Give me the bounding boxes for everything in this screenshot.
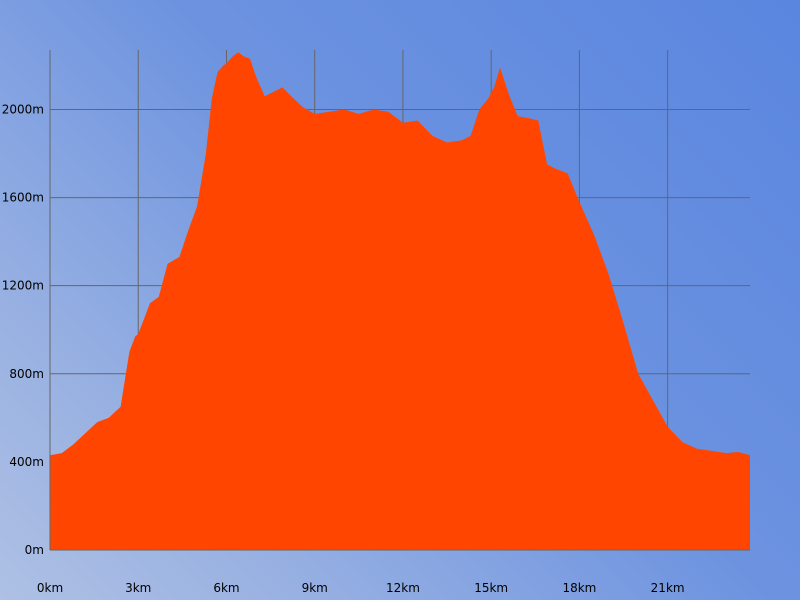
- x-tick-label: 6km: [213, 581, 239, 595]
- y-tick-label: 2000m: [2, 102, 44, 116]
- x-tick-label: 21km: [651, 581, 685, 595]
- y-tick-labels: 0m 400m 800m 1200m 1600m 2000m: [2, 102, 44, 557]
- x-tick-label: 12km: [386, 581, 420, 595]
- y-tick-label: 0m: [25, 543, 44, 557]
- x-tick-label: 9km: [302, 581, 328, 595]
- x-tick-label: 3km: [125, 581, 151, 595]
- elevation-area: [50, 52, 750, 550]
- y-tick-label: 800m: [9, 367, 44, 381]
- x-tick-label: 0km: [37, 581, 63, 595]
- x-tick-label: 15km: [474, 581, 508, 595]
- y-tick-label: 1600m: [2, 191, 44, 205]
- axes: [49, 50, 750, 551]
- y-tick-label: 1200m: [2, 279, 44, 293]
- x-tick-labels: 0km 3km 6km 9km 12km 15km 18km 21km: [37, 581, 685, 595]
- x-tick-label: 18km: [562, 581, 596, 595]
- y-tick-label: 400m: [9, 455, 44, 469]
